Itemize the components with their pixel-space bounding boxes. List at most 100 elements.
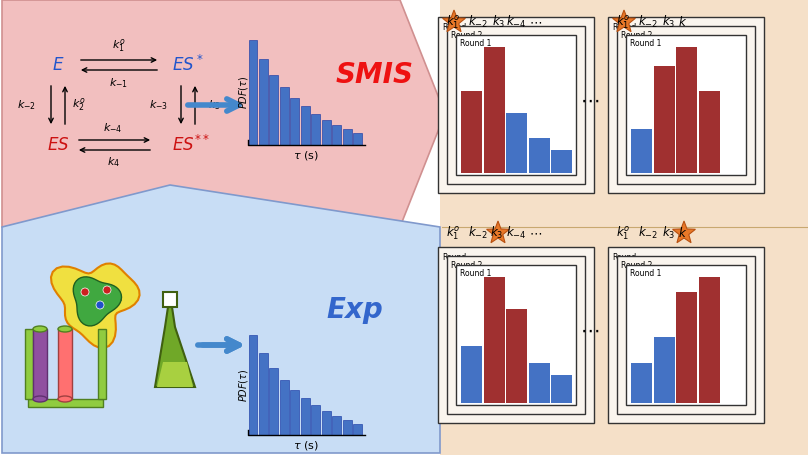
Text: $\cdots$: $\cdots$ — [529, 227, 542, 239]
Text: $k_3$: $k_3$ — [490, 225, 503, 241]
Text: $k_{-4}$: $k_{-4}$ — [103, 121, 123, 135]
Text: $k_3$: $k_3$ — [208, 98, 221, 112]
Text: $k_{-2}$: $k_{-2}$ — [468, 225, 488, 241]
Text: Round 2: Round 2 — [451, 31, 482, 40]
Text: $ES$: $ES$ — [47, 136, 69, 154]
Bar — [301, 106, 309, 145]
Bar — [461, 91, 482, 173]
Bar — [676, 47, 697, 173]
Bar — [617, 256, 755, 414]
Bar — [290, 98, 299, 145]
Text: $k_3$: $k_3$ — [662, 225, 675, 241]
Circle shape — [103, 286, 111, 294]
Bar — [528, 138, 549, 173]
Bar — [483, 47, 504, 173]
Bar — [98, 329, 106, 399]
Text: Round···: Round··· — [612, 23, 643, 32]
Text: Round 2: Round 2 — [621, 261, 652, 270]
Bar — [259, 353, 268, 435]
Bar — [676, 292, 697, 403]
Polygon shape — [2, 185, 440, 453]
Text: $k_1^o$: $k_1^o$ — [616, 224, 630, 242]
Bar — [311, 113, 320, 145]
Text: $ES^{**}$: $ES^{**}$ — [172, 135, 210, 155]
Text: Round 1: Round 1 — [460, 269, 491, 278]
Bar — [506, 112, 527, 173]
Text: $k_3$: $k_3$ — [492, 14, 505, 30]
Text: $k$: $k$ — [678, 226, 687, 240]
Polygon shape — [672, 221, 696, 243]
Bar — [301, 398, 309, 435]
Ellipse shape — [58, 396, 72, 402]
Text: Round···: Round··· — [612, 253, 643, 262]
Text: Round 2: Round 2 — [621, 31, 652, 40]
Bar — [483, 277, 504, 403]
Text: Round···: Round··· — [442, 23, 473, 32]
Text: $k_{-4}$: $k_{-4}$ — [506, 14, 527, 30]
Bar — [343, 420, 351, 435]
Bar — [280, 380, 288, 435]
Polygon shape — [51, 263, 140, 348]
Text: $\cdots$: $\cdots$ — [580, 320, 600, 339]
Text: $k_{-2}$: $k_{-2}$ — [638, 14, 659, 30]
Bar — [608, 17, 764, 193]
Text: $k_1^o$: $k_1^o$ — [446, 13, 461, 31]
Bar — [311, 405, 320, 435]
Text: $ES^*$: $ES^*$ — [172, 55, 204, 75]
Bar — [456, 265, 576, 405]
Bar — [551, 150, 572, 173]
Text: $k_{-2}$: $k_{-2}$ — [638, 225, 659, 241]
Bar — [456, 35, 576, 175]
Bar — [332, 125, 341, 145]
Text: $k_{-4}$: $k_{-4}$ — [506, 225, 527, 241]
Text: $\tau$ (s): $\tau$ (s) — [292, 148, 318, 162]
Bar — [626, 35, 746, 175]
Text: $\cdots$: $\cdots$ — [580, 91, 600, 110]
Polygon shape — [157, 362, 193, 387]
Bar — [33, 329, 47, 399]
Bar — [322, 120, 330, 145]
Bar — [280, 87, 288, 145]
Polygon shape — [486, 221, 509, 243]
Bar — [506, 308, 527, 403]
Text: $\cdots$: $\cdots$ — [529, 15, 542, 29]
Bar — [698, 91, 719, 173]
Text: $k_{-2}$: $k_{-2}$ — [17, 98, 36, 112]
Bar — [353, 424, 362, 435]
Polygon shape — [612, 10, 635, 32]
Bar — [461, 346, 482, 403]
Bar — [447, 256, 585, 414]
Bar — [626, 265, 746, 405]
Text: $E$: $E$ — [52, 56, 64, 74]
Bar — [528, 363, 549, 403]
Bar — [343, 129, 351, 145]
Bar — [438, 247, 594, 423]
Ellipse shape — [58, 326, 72, 332]
Polygon shape — [74, 277, 121, 326]
Bar — [163, 292, 177, 307]
Bar — [269, 368, 279, 435]
Bar — [631, 129, 652, 173]
Text: $k$: $k$ — [678, 15, 687, 29]
Bar — [654, 338, 675, 403]
Text: Round 1: Round 1 — [630, 39, 662, 48]
Bar — [654, 66, 675, 173]
Bar — [249, 40, 258, 145]
Text: $k_1^o$: $k_1^o$ — [616, 13, 630, 31]
Text: $k_1^o$: $k_1^o$ — [112, 37, 126, 54]
Bar — [28, 399, 103, 407]
Text: Exp: Exp — [326, 296, 383, 324]
Text: $\tau$ (s): $\tau$ (s) — [292, 439, 318, 451]
Polygon shape — [443, 10, 465, 32]
Text: $k_1^o$: $k_1^o$ — [446, 224, 461, 242]
Text: $k_{-3}$: $k_{-3}$ — [149, 98, 168, 112]
Bar — [249, 335, 258, 435]
Text: SMIS: SMIS — [336, 61, 414, 89]
Polygon shape — [2, 0, 445, 227]
Text: Round···: Round··· — [442, 253, 473, 262]
Text: Round 1: Round 1 — [460, 39, 491, 48]
Bar — [698, 277, 719, 403]
Bar — [353, 133, 362, 145]
Bar — [617, 26, 755, 184]
Text: $k_2^o$: $k_2^o$ — [72, 96, 86, 113]
